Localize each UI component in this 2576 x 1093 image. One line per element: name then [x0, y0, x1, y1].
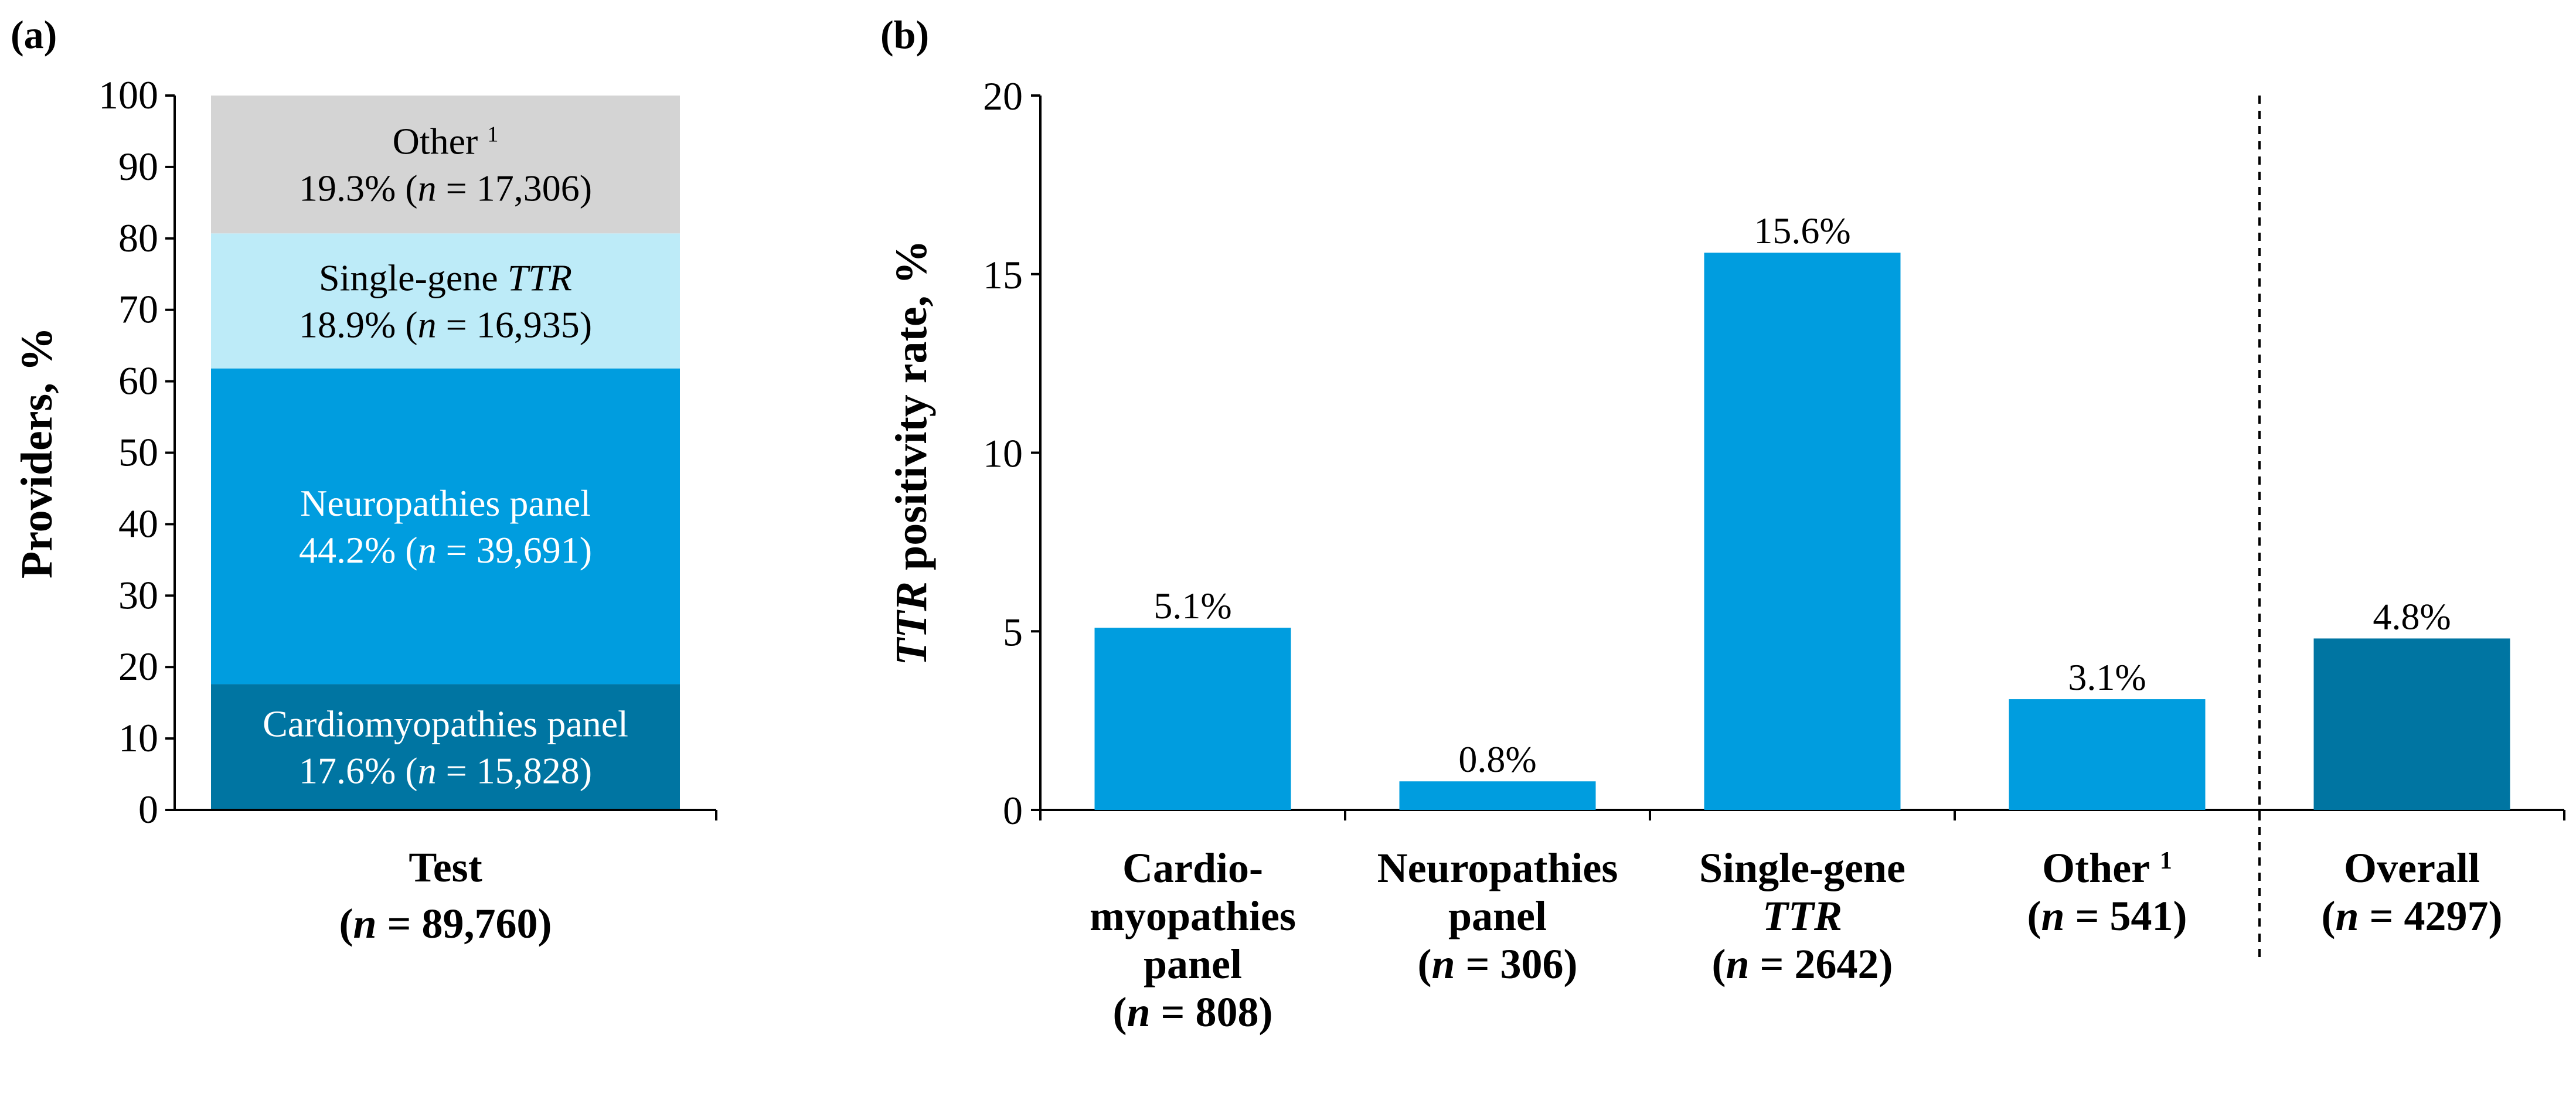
- y-axis-label-b: TTR positivity rate, %: [887, 240, 936, 665]
- y-tick-label-a: 0: [138, 787, 158, 832]
- segment-value-neuro: 44.2% (n = 39,691): [299, 529, 592, 571]
- y-tick-label-a: 40: [118, 501, 158, 546]
- y-tick-label-a: 50: [118, 430, 158, 475]
- y-tick-label-a: 20: [118, 644, 158, 689]
- y-tick-label-a: 10: [118, 716, 158, 760]
- panel-label-b: (b): [880, 12, 929, 57]
- x-category-label-overall: Overall: [2344, 845, 2480, 891]
- bar-value-label-cardio: 5.1%: [1153, 585, 1231, 626]
- bar-value-label-overall: 4.8%: [2373, 595, 2451, 637]
- bar-other: [2009, 699, 2206, 810]
- y-tick-label-a: 30: [118, 573, 158, 617]
- bar-neuro: [1399, 781, 1596, 810]
- y-tick-label-b: 20: [983, 74, 1023, 118]
- segment-value-single: 18.9% (n = 16,935): [299, 304, 592, 345]
- stack-segment-other: [211, 96, 680, 234]
- y-tick-label-b: 0: [1003, 788, 1023, 833]
- segment-value-other: 19.3% (n = 17,306): [299, 168, 592, 209]
- segment-value-cardio: 17.6% (n = 15,828): [299, 750, 592, 792]
- y-axis-label-a: Providers, %: [12, 327, 62, 578]
- segment-name-cardio: Cardiomyopathies panel: [263, 703, 628, 745]
- y-tick-label-b: 5: [1003, 610, 1023, 654]
- x-category-n-neuro: (n = 306): [1417, 941, 1577, 988]
- x-category-n-a: (n = 89,760): [339, 900, 552, 947]
- bar-value-label-single: 15.6%: [1754, 210, 1850, 251]
- segment-name-single: Single-gene TTR: [319, 257, 572, 298]
- x-category-label-cardio: Cardio-: [1122, 845, 1263, 891]
- x-category-label-neuro: panel: [1448, 893, 1547, 939]
- y-tick-label-a: 60: [118, 359, 158, 403]
- stack-segment-single: [211, 233, 680, 369]
- panel-label-a: (a): [11, 12, 57, 57]
- x-category-label-single: Single-gene: [1699, 845, 1905, 891]
- bar-cardio: [1094, 628, 1291, 810]
- bar-single: [1704, 253, 1901, 810]
- y-tick-label-a: 90: [118, 144, 158, 189]
- chart-b-ttr-positivity-rate: 0 5 10 15 20 TTR positivity rate, % 5.1% Cardio…: [887, 74, 2565, 1036]
- segment-name-neuro: Neuropathies panel: [300, 482, 591, 524]
- x-category-n-overall: (n = 4297): [2321, 893, 2502, 939]
- y-tick-label-b: 15: [983, 253, 1023, 297]
- x-category-n-cardio: (n = 808): [1112, 989, 1272, 1036]
- chart-a-providers-by-test: Cardiomyopathies panel 17.6% (n = 15,828)…: [12, 73, 717, 947]
- segment-name-other: Other 1: [393, 121, 499, 162]
- stack-segment-neuro: [211, 368, 680, 685]
- y-tick-label-a: 80: [118, 216, 158, 260]
- x-category-label-cardio: myopathies: [1090, 893, 1296, 939]
- x-category-label-other: Other 1: [2042, 845, 2172, 891]
- bar-value-label-neuro: 0.8%: [1458, 738, 1536, 780]
- x-category-label-a: Test: [409, 844, 482, 891]
- bar-overall: [2313, 638, 2510, 810]
- bar-value-label-other: 3.1%: [2068, 656, 2146, 698]
- x-category-n-other: (n = 541): [2027, 893, 2187, 939]
- y-tick-label-a: 100: [98, 73, 158, 117]
- y-tick-label-b: 10: [983, 431, 1023, 476]
- stack-segment-cardio: [211, 684, 680, 810]
- y-tick-label-a: 70: [118, 287, 158, 332]
- x-category-n-single: (n = 2642): [1711, 941, 1893, 988]
- x-category-label-italic-single: TTR: [1762, 893, 1842, 939]
- x-category-label-cardio: panel: [1144, 941, 1242, 988]
- x-category-label-neuro: Neuropathies: [1377, 845, 1618, 891]
